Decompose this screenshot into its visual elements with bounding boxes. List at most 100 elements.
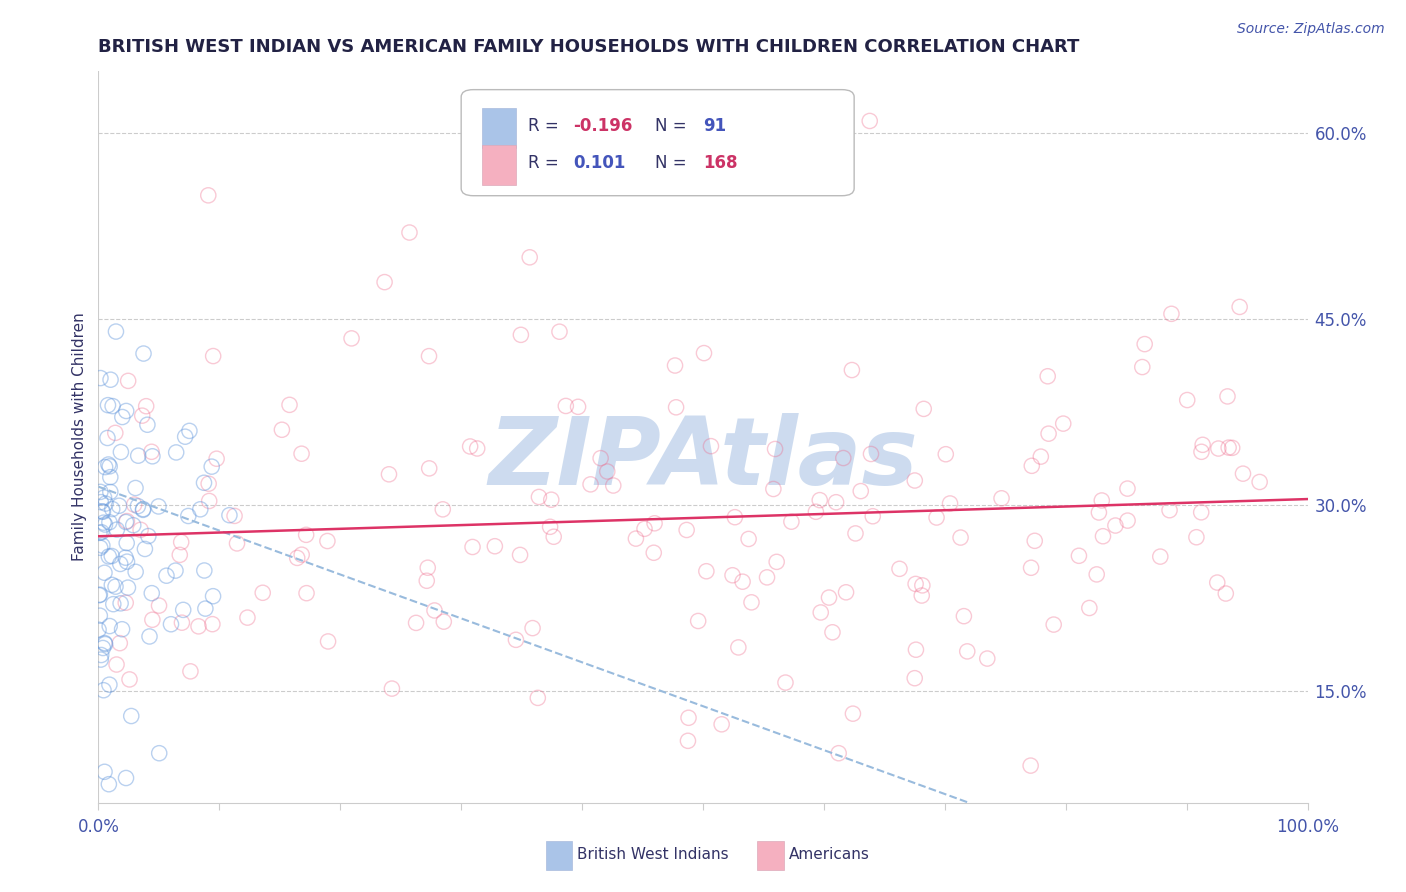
Point [527, 690, 550, 705]
Point [509, 327, 531, 342]
Point [91, 505, 114, 519]
Point [316, 534, 339, 549]
Point [775, 675, 797, 690]
Point [110, 557, 132, 571]
Point [904, 642, 927, 657]
Point [115, 536, 138, 550]
Point [1091, 529, 1114, 543]
Point [693, 346, 716, 360]
Point [538, 520, 561, 534]
Point [120, 709, 142, 723]
Point [904, 474, 927, 488]
Point [89, 588, 111, 602]
Point [1078, 601, 1101, 615]
Point [270, 423, 292, 437]
Point [160, 617, 183, 632]
Point [340, 331, 363, 345]
Point [205, 451, 228, 466]
Point [956, 644, 979, 658]
Point [91, 640, 114, 655]
Point [754, 138, 776, 153]
Point [114, 596, 136, 610]
Point [174, 430, 197, 444]
Point [505, 632, 527, 647]
Point [97, 398, 120, 412]
Point [1216, 389, 1239, 403]
Point [737, 532, 759, 546]
Point [170, 535, 193, 549]
Point [104, 325, 127, 339]
Point [862, 509, 884, 524]
Point [93, 491, 115, 505]
Point [236, 610, 259, 624]
Point [155, 568, 177, 582]
Point [101, 502, 124, 516]
Point [780, 515, 803, 529]
Point [115, 515, 138, 529]
Point [100, 373, 122, 387]
Point [90, 525, 112, 540]
Point [193, 564, 215, 578]
Point [1052, 417, 1074, 431]
Point [624, 532, 647, 546]
Point [1191, 445, 1213, 459]
Point [117, 581, 139, 595]
Point [295, 528, 318, 542]
Point [418, 349, 440, 363]
Point [179, 665, 201, 679]
Point [169, 548, 191, 562]
Point [756, 570, 779, 584]
Point [131, 409, 153, 423]
Point [731, 574, 754, 589]
Point [94, 460, 117, 475]
Point [423, 603, 446, 617]
Bar [482, 108, 516, 148]
Point [859, 114, 882, 128]
Point [224, 508, 246, 523]
Point [939, 496, 962, 510]
Point [433, 615, 456, 629]
Point [519, 250, 541, 264]
Point [90, 495, 112, 509]
Point [509, 548, 531, 562]
Point [93, 683, 115, 698]
Point [416, 574, 439, 588]
Point [1249, 475, 1271, 489]
Point [633, 522, 655, 536]
Point [1160, 307, 1182, 321]
Point [1019, 758, 1042, 772]
Point [1229, 300, 1251, 314]
Point [911, 578, 934, 592]
Point [94, 517, 117, 532]
Text: BRITISH WEST INDIAN VS AMERICAN FAMILY HOUSEHOLDS WITH CHILDREN CORRELATION CHAR: BRITISH WEST INDIAN VS AMERICAN FAMILY H… [98, 38, 1080, 56]
Point [1116, 482, 1139, 496]
Point [579, 477, 602, 491]
Point [540, 492, 562, 507]
Point [1038, 426, 1060, 441]
Point [949, 531, 972, 545]
Point [197, 476, 219, 491]
Point [688, 614, 710, 628]
FancyBboxPatch shape [461, 90, 855, 195]
Point [844, 526, 866, 541]
Y-axis label: Family Households with Children: Family Households with Children [72, 313, 87, 561]
Point [104, 425, 127, 440]
Point [818, 591, 841, 605]
Point [122, 498, 145, 512]
Point [1085, 567, 1108, 582]
Point [115, 404, 138, 418]
Point [91, 504, 114, 518]
Point [316, 634, 339, 648]
Point [188, 502, 211, 516]
Point [976, 651, 998, 665]
Point [374, 275, 396, 289]
Point [98, 515, 121, 529]
Point [295, 586, 318, 600]
Point [202, 589, 225, 603]
Point [111, 622, 134, 636]
Point [138, 630, 160, 644]
Text: 0.101: 0.101 [574, 153, 626, 172]
Point [136, 417, 159, 432]
Point [418, 461, 440, 475]
Point [825, 495, 848, 509]
